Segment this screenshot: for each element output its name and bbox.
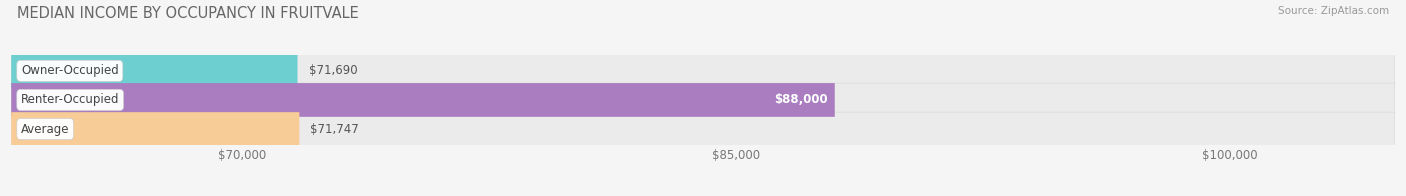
Text: $88,000: $88,000 (775, 93, 828, 106)
Text: Source: ZipAtlas.com: Source: ZipAtlas.com (1278, 6, 1389, 16)
Text: Owner-Occupied: Owner-Occupied (21, 64, 118, 77)
FancyBboxPatch shape (11, 112, 1395, 146)
FancyBboxPatch shape (11, 83, 1395, 117)
Text: $71,690: $71,690 (308, 64, 357, 77)
FancyBboxPatch shape (11, 112, 299, 146)
FancyBboxPatch shape (11, 83, 835, 117)
Text: $71,747: $71,747 (311, 122, 359, 136)
Text: Average: Average (21, 122, 69, 136)
Text: Renter-Occupied: Renter-Occupied (21, 93, 120, 106)
Text: MEDIAN INCOME BY OCCUPANCY IN FRUITVALE: MEDIAN INCOME BY OCCUPANCY IN FRUITVALE (17, 6, 359, 21)
FancyBboxPatch shape (11, 54, 298, 88)
FancyBboxPatch shape (11, 54, 1395, 88)
